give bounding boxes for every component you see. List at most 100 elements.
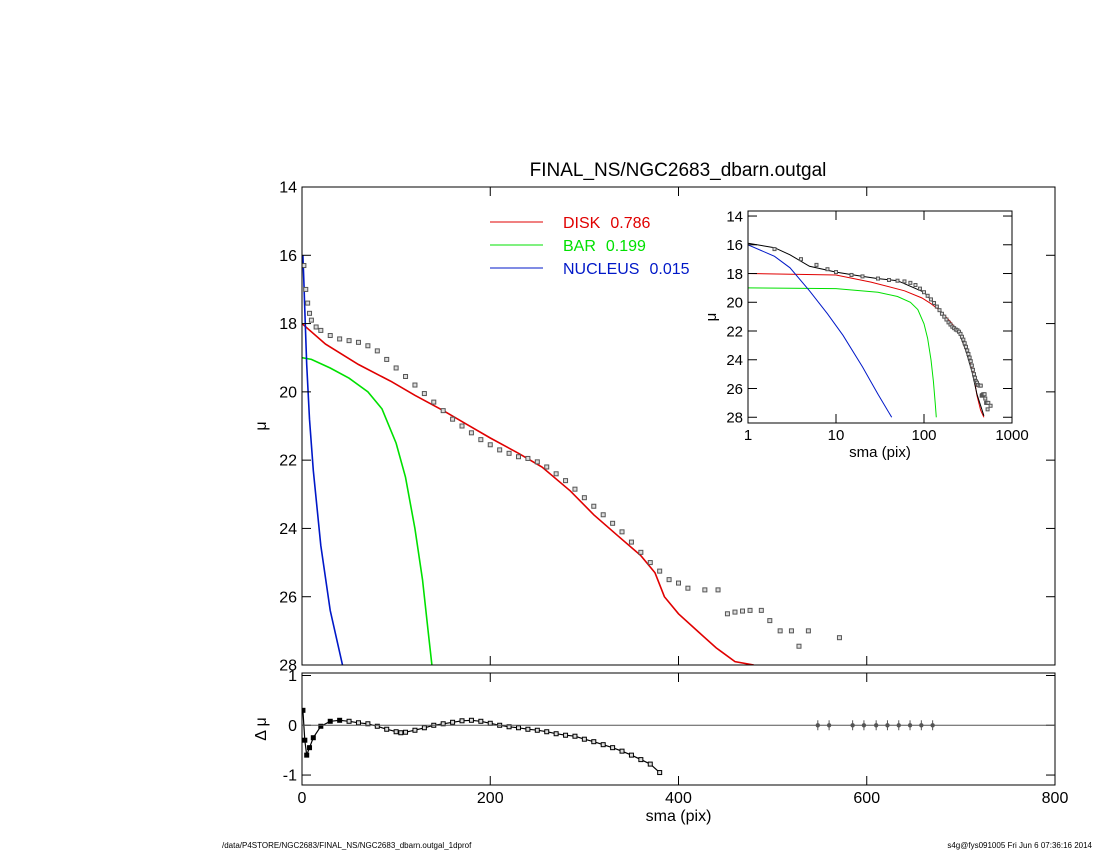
data-point [374,348,380,354]
data-point [988,403,993,408]
data-point [985,407,990,412]
data-point [440,721,446,727]
x-tick-label: 200 [477,790,504,807]
plot-area [748,242,993,418]
axes-frame [301,186,1056,666]
data-point [972,372,977,377]
data-point [563,732,569,738]
data-point [304,752,310,758]
data-point [308,317,314,323]
data-point [983,396,988,401]
data-point [506,724,512,730]
data-point [610,520,616,526]
legend-name: BAR [563,238,596,255]
data-point [355,339,361,345]
y-tick-label: 24 [726,352,743,369]
data-point [970,367,975,372]
data-point [928,297,933,302]
data-point [777,628,783,634]
data-point [805,628,811,634]
data-point [747,607,753,613]
legend-fraction: 0.199 [606,238,646,255]
profile-line [748,242,985,416]
data-point [849,272,854,277]
legend-name: DISK [563,215,601,232]
data-point [638,757,644,763]
data-point [908,280,913,285]
data-point [944,317,949,322]
legend-label: DISK 0.786 [563,215,650,232]
data-point [934,304,939,309]
data-point [506,450,512,456]
data-point [966,352,971,357]
y-tick-label: 16 [726,237,743,254]
y-tick-label: 22 [279,453,297,470]
data-point [384,726,390,732]
y-axis-label: Δ μ [253,717,270,740]
data-point [965,348,970,353]
data-point [937,308,942,313]
data-point [962,341,967,346]
data-point [591,739,597,745]
data-point [581,736,587,742]
data-point [740,608,746,614]
data-point [393,365,399,371]
data-point [525,726,531,732]
data-point [834,270,838,275]
data-point [724,611,730,617]
data-point [619,529,625,535]
data-point [515,454,521,460]
y-tick-label: 16 [279,248,297,265]
x-tick-label: 10 [828,427,845,444]
data-point [932,300,937,305]
data-point [534,727,540,733]
data-point [337,336,343,342]
data-point [913,283,918,288]
data-point [302,707,306,713]
data-point [544,729,550,735]
data-point [968,359,973,364]
x-tick-label: 1 [744,427,752,444]
x-tick-label: 0 [298,790,307,807]
y-tick-label: 24 [279,521,297,538]
y-tick-label: 22 [726,323,743,340]
data-point [961,337,966,342]
x-tick-label: 100 [911,427,936,444]
legend-fraction: 0.786 [610,215,650,232]
legend-fraction: 0.015 [649,261,689,278]
y-tick-label: 26 [279,589,297,606]
plot-area [302,707,935,776]
x-tick-label: 400 [665,790,692,807]
profile-line [748,273,985,418]
data-point [969,363,974,368]
x-tick-label: 600 [853,790,880,807]
data-point [772,247,777,252]
data-point [553,731,559,737]
y-axis-label: μ [703,313,720,322]
y-tick-label: 26 [726,381,743,398]
data-point [572,733,578,739]
data-point [412,382,418,388]
data-point [374,723,380,729]
data-point [327,333,333,339]
data-point [647,761,653,767]
data-point [836,635,842,641]
data-point [973,375,978,380]
data-point [468,717,474,723]
data-point [676,580,681,586]
data-point [450,416,456,422]
y-tick-label: 20 [726,295,743,312]
data-point [886,277,891,282]
x-tick-label: 800 [1042,790,1069,807]
profile-line [748,244,893,418]
data-point [600,742,606,748]
data-point [647,560,653,566]
y-tick-label: 18 [279,316,297,333]
x-axis-label: sma (pix) [849,444,911,461]
data-point [337,717,343,723]
plot-area [302,255,842,665]
y-tick-label: 1 [288,668,297,685]
data-point [303,286,309,292]
x-tick-label: 1000 [995,427,1028,444]
